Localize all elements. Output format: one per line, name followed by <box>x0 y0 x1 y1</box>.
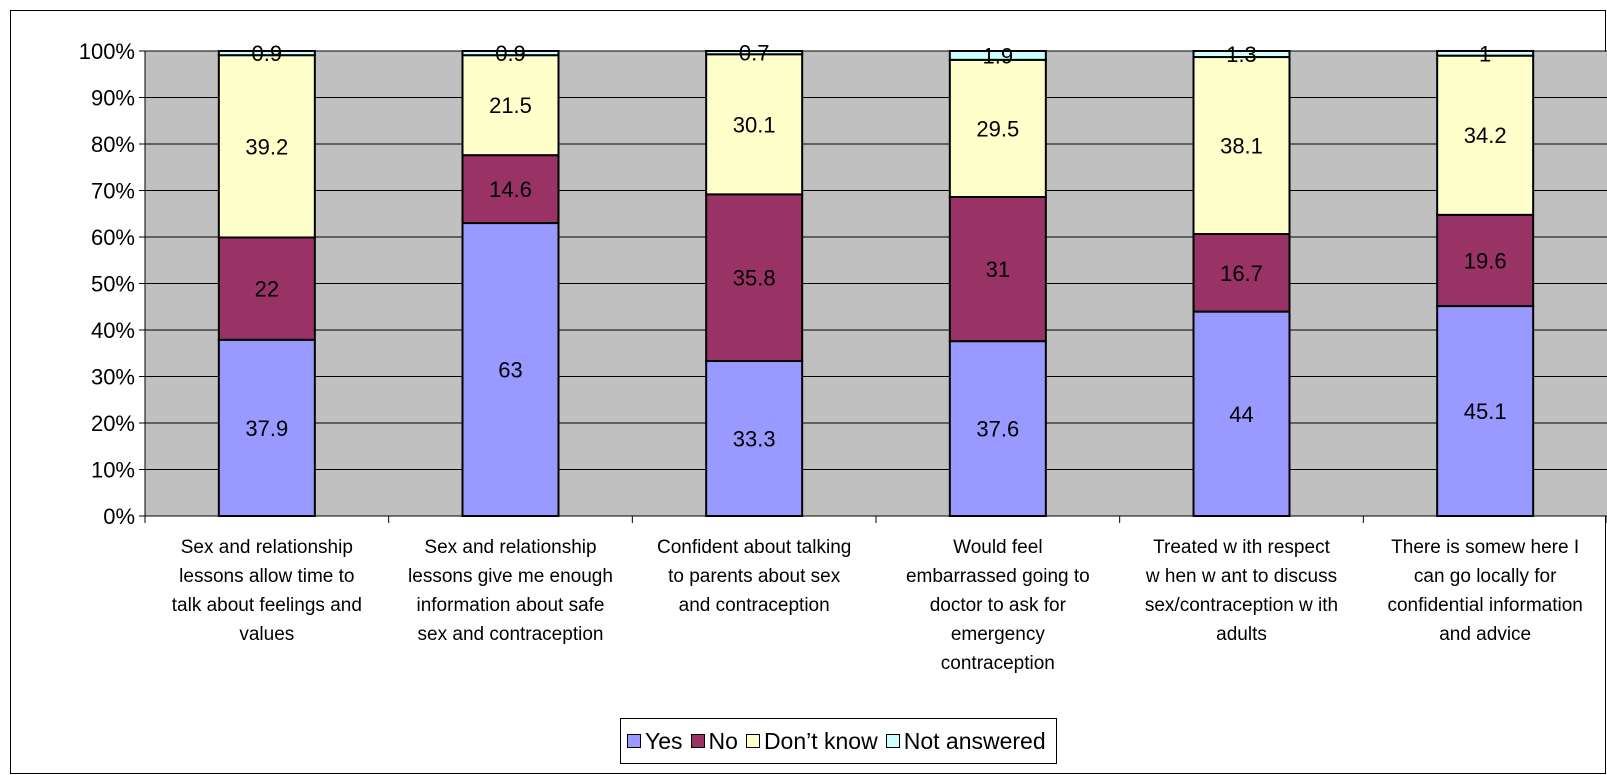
data-label: 31 <box>986 257 1010 282</box>
data-label: 0.9 <box>495 41 526 66</box>
data-label: 45.1 <box>1464 399 1507 424</box>
legend-item: Don’t know <box>745 727 878 755</box>
legend-swatch <box>885 734 900 748</box>
data-label: 37.9 <box>245 416 288 441</box>
data-label: 1.9 <box>983 43 1014 68</box>
x-category-label: Would feel embarrassed going to doctor to … <box>906 537 1090 674</box>
bar-segment-don-t-know <box>705 53 804 196</box>
legend-label: Don’t know <box>763 727 878 754</box>
x-category-label: Sex and relationship lessons give me enou… <box>408 537 613 645</box>
y-tick-label: 100% <box>79 39 135 64</box>
y-tick-label: 20% <box>91 411 135 436</box>
bar-segment-no <box>1436 213 1535 308</box>
data-label: 22 <box>255 277 279 302</box>
y-tick-label: 0% <box>103 504 135 529</box>
data-label: 0.9 <box>252 41 283 66</box>
legend: Yes No Don’t know Not answered <box>620 718 1057 764</box>
bar-segment-not-answered <box>1436 50 1535 57</box>
data-label: 37.6 <box>976 417 1019 442</box>
data-label: 34.2 <box>1464 123 1507 148</box>
bar-segment-not-answered <box>705 50 804 56</box>
bar-segment-don-t-know <box>1436 54 1535 216</box>
bar-segment-yes <box>1436 305 1535 517</box>
data-label: 30.1 <box>733 112 776 137</box>
bar-segment-no <box>1192 233 1291 313</box>
legend-item: Not answered <box>885 727 1046 755</box>
data-label: 39.2 <box>245 134 288 159</box>
x-category-label: Confident about talking to parents about … <box>657 537 851 616</box>
data-label: 16.7 <box>1220 261 1263 286</box>
legend-label: Yes <box>645 727 683 754</box>
bar-segment-don-t-know <box>948 58 1047 199</box>
y-tick-label: 30% <box>91 365 135 390</box>
bar-segment-no <box>217 236 316 341</box>
y-tick-label: 90% <box>91 86 135 111</box>
bar-segment-yes <box>461 222 560 518</box>
stacked-bar-chart: 0% 10% 20% 30% 40% 50% 60% 70% 80% 90% 100% Sex and… <box>79 39 1607 674</box>
y-tick-label: 70% <box>91 179 135 204</box>
y-tick-label: 50% <box>91 272 135 297</box>
bar-segment-yes <box>217 338 316 518</box>
x-category-label: Sex and relationship lessons allow time t… <box>172 537 362 645</box>
bar-segment-not-answered <box>1192 50 1291 59</box>
data-label: 19.6 <box>1464 248 1507 273</box>
bar-segment-yes <box>705 360 804 517</box>
chart-frame: 0% 10% 20% 30% 40% 50% 60% 70% 80% 90% 100% Sex and… <box>10 10 1607 774</box>
legend-swatch <box>745 734 760 748</box>
x-category-label: Treated w ith respect w hen w ant to disc… <box>1145 537 1338 645</box>
bar-segment-not-answered <box>948 50 1047 61</box>
data-label: 0.7 <box>739 41 770 66</box>
axes: 0% 10% 20% 30% 40% 50% 60% 70% 80% 90% 100% Sex and… <box>79 39 1607 674</box>
data-label: 35.8 <box>733 266 776 291</box>
data-label: 63 <box>498 358 522 383</box>
data-label: 1.3 <box>1226 42 1257 67</box>
legend-swatch <box>627 734 641 748</box>
bar-segment-not-answered <box>461 50 560 57</box>
bar-segment-no <box>948 196 1047 343</box>
y-tick-label: 40% <box>91 318 135 343</box>
legend-label: No <box>708 727 738 754</box>
data-label: 21.5 <box>489 93 532 118</box>
data-label: 44 <box>1229 402 1253 427</box>
data-label: 33.3 <box>733 427 776 452</box>
legend-swatch <box>690 734 705 748</box>
data-label: 14.6 <box>489 177 532 202</box>
bar-segment-don-t-know <box>217 54 316 239</box>
legend-item: No <box>690 727 738 755</box>
legend-label: Not answered <box>903 727 1046 754</box>
data-label: 29.5 <box>976 116 1019 141</box>
y-tick-label: 60% <box>91 225 135 250</box>
data-label: 1 <box>1479 41 1491 66</box>
bar-segment-don-t-know <box>461 54 560 157</box>
legend-item: Yes <box>627 728 683 755</box>
gridlines <box>145 50 1607 517</box>
bar-segment-no <box>705 193 804 362</box>
data-labels: 37.9 22 39.2 0.9 63 14.6 21.5 0.9 33.3 35.8 30.1 0.… <box>245 41 1506 452</box>
bar-segment-not-answered <box>217 50 316 57</box>
bar-segment-don-t-know <box>1192 56 1291 236</box>
bar-segment-yes <box>948 340 1047 517</box>
bars <box>217 50 1535 518</box>
y-tick-label: 10% <box>91 458 135 483</box>
bar-segment-no <box>461 154 560 225</box>
data-label: 38.1 <box>1220 134 1263 159</box>
y-tick-label: 80% <box>91 132 135 157</box>
